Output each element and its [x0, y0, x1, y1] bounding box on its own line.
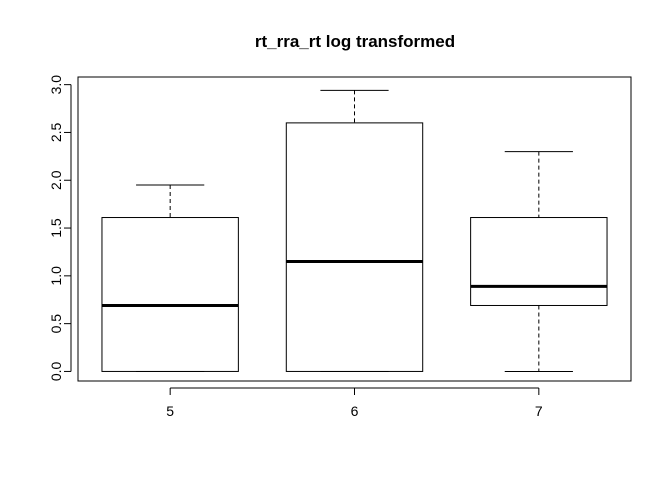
box-iqr: [101, 217, 239, 372]
plot-frame: [77, 76, 632, 382]
x-axis: 5 6 7: [166, 387, 543, 419]
x-tick-label: 6: [351, 403, 359, 419]
y-tick-label: 3.0: [48, 75, 64, 95]
boxes: [101, 89, 608, 372]
y-tick-label: 2.0: [48, 170, 64, 190]
y-tick-label: 1.5: [48, 218, 64, 238]
y-tick-label: 1.0: [48, 266, 64, 286]
box-7: [470, 151, 608, 372]
x-tick-label: 5: [166, 403, 174, 419]
x-tick-label: 7: [535, 403, 543, 419]
box-iqr: [470, 217, 608, 306]
box-6: [285, 89, 424, 372]
box-5: [101, 184, 239, 372]
y-tick-label: 0.0: [48, 361, 64, 381]
box-iqr: [285, 122, 424, 372]
y-axis: 0.0 0.5 1.0 1.5 2.0 2.5 3.0: [48, 75, 72, 381]
y-tick-label: 2.5: [48, 123, 64, 143]
chart-title: rt_rra_rt log transformed: [255, 32, 455, 51]
y-tick-label: 0.5: [48, 314, 64, 334]
